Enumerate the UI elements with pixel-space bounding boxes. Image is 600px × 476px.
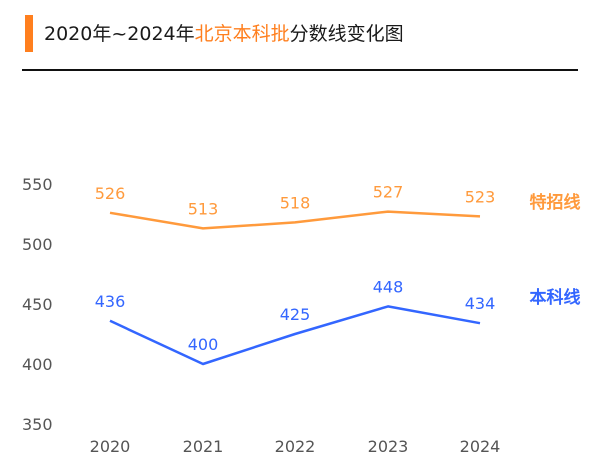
data-label: 523 (465, 187, 496, 206)
title-divider (22, 69, 578, 71)
y-tick-label: 400 (22, 355, 53, 374)
series-name-label: 本科线 (530, 287, 581, 308)
x-tick-label: 2024 (460, 437, 501, 456)
title-highlight: 北京本科批 (194, 23, 290, 45)
title-accent-bar (25, 15, 33, 52)
y-tick-label: 350 (22, 415, 53, 434)
data-label: 436 (95, 292, 126, 311)
data-label: 400 (188, 335, 219, 354)
data-label: 448 (373, 277, 404, 296)
x-tick-label: 2022 (275, 437, 316, 456)
title-suffix: 分数线变化图 (289, 23, 404, 45)
series-line-1 (109, 305, 481, 366)
chart-title: 2020年~2024年北京本科批分数线变化图 (44, 19, 404, 46)
y-tick-label: 500 (22, 235, 53, 254)
data-label: 513 (188, 199, 219, 218)
series-line-0 (109, 210, 481, 230)
data-label: 518 (280, 193, 311, 212)
title-prefix: 2020年~2024年 (44, 23, 195, 45)
data-label: 526 (95, 184, 126, 203)
data-label: 527 (373, 183, 404, 202)
data-label: 434 (465, 294, 496, 313)
data-label: 425 (280, 305, 311, 324)
y-tick-label: 450 (22, 295, 53, 314)
y-tick-label: 550 (22, 175, 53, 194)
x-tick-label: 2020 (90, 437, 131, 456)
series-name-label: 特招线 (530, 192, 581, 213)
x-tick-label: 2023 (368, 437, 409, 456)
x-tick-label: 2021 (183, 437, 224, 456)
